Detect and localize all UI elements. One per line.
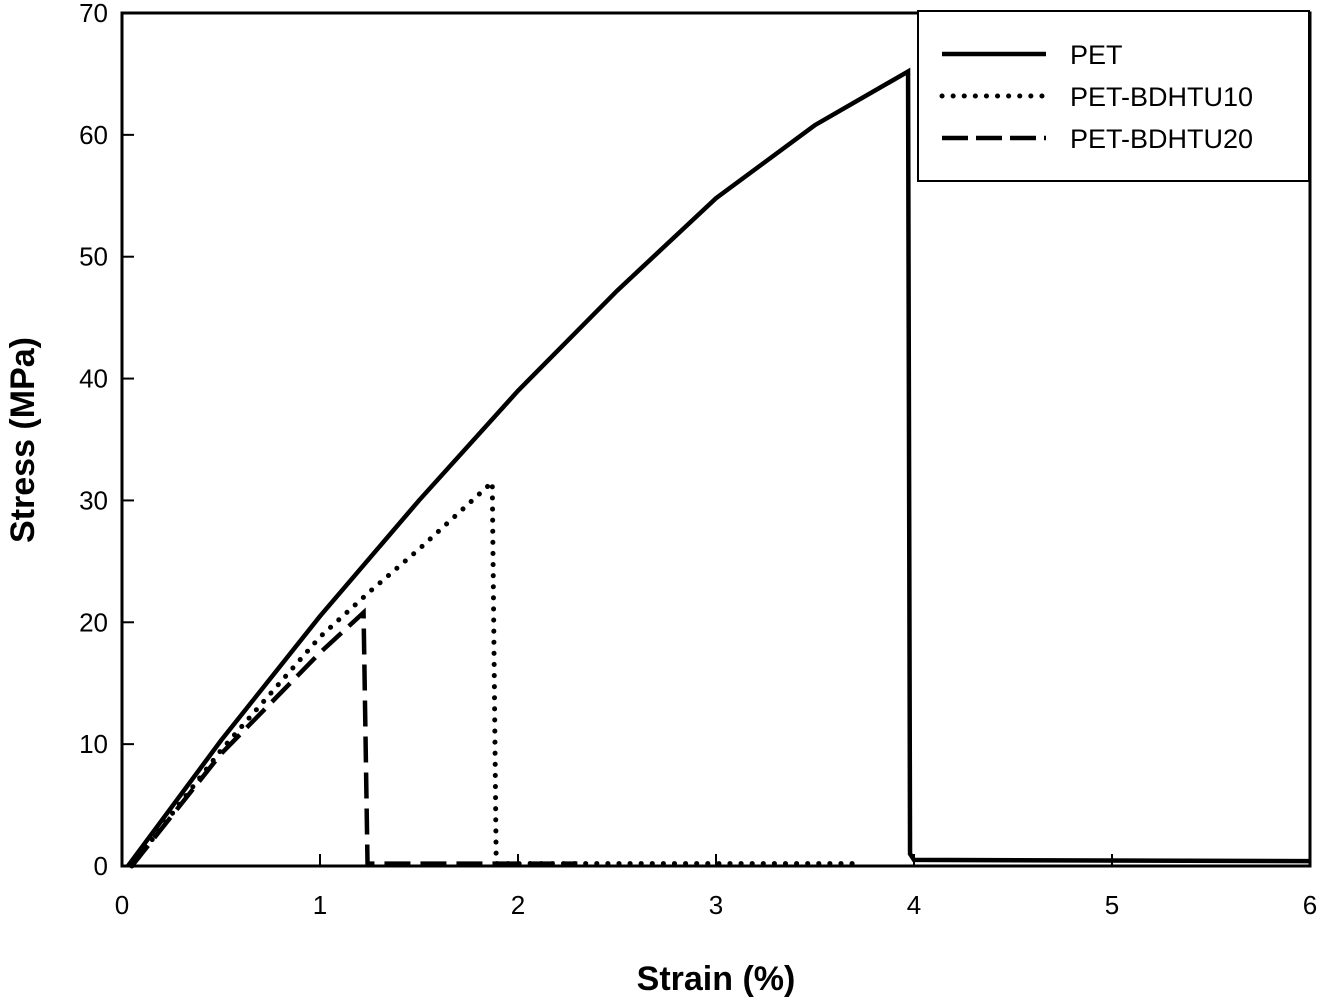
y-tick-label: 50 — [79, 242, 108, 272]
x-tick-label: 4 — [907, 890, 921, 920]
y-tick-label: 0 — [94, 851, 108, 881]
series-line-pet-bdhtu20 — [130, 607, 578, 868]
legend-box — [917, 10, 1310, 182]
legend-label: PET — [1070, 40, 1123, 70]
y-tick-label: 60 — [79, 120, 108, 150]
y-tick-label: 10 — [79, 729, 108, 759]
y-axis-label: Stress (MPa) — [4, 337, 42, 543]
x-tick-label: 6 — [1303, 890, 1317, 920]
x-tick-label: 0 — [115, 890, 129, 920]
x-tick-label: 1 — [313, 890, 327, 920]
series-line-pet — [126, 67, 1311, 868]
y-tick-label: 30 — [79, 485, 108, 515]
y-tick-label: 70 — [79, 0, 108, 28]
x-tick-label: 5 — [1105, 890, 1119, 920]
y-tick-label: 20 — [79, 607, 108, 637]
series-line-pet-bdhtu10 — [129, 476, 858, 869]
legend-label: PET-BDHTU20 — [1070, 124, 1253, 154]
x-tick-label: 2 — [511, 890, 525, 920]
x-axis-label: Strain (%) — [637, 960, 796, 998]
x-tick-label: 3 — [709, 890, 723, 920]
legend-label: PET-BDHTU10 — [1070, 82, 1253, 112]
y-tick-label: 40 — [79, 364, 108, 394]
